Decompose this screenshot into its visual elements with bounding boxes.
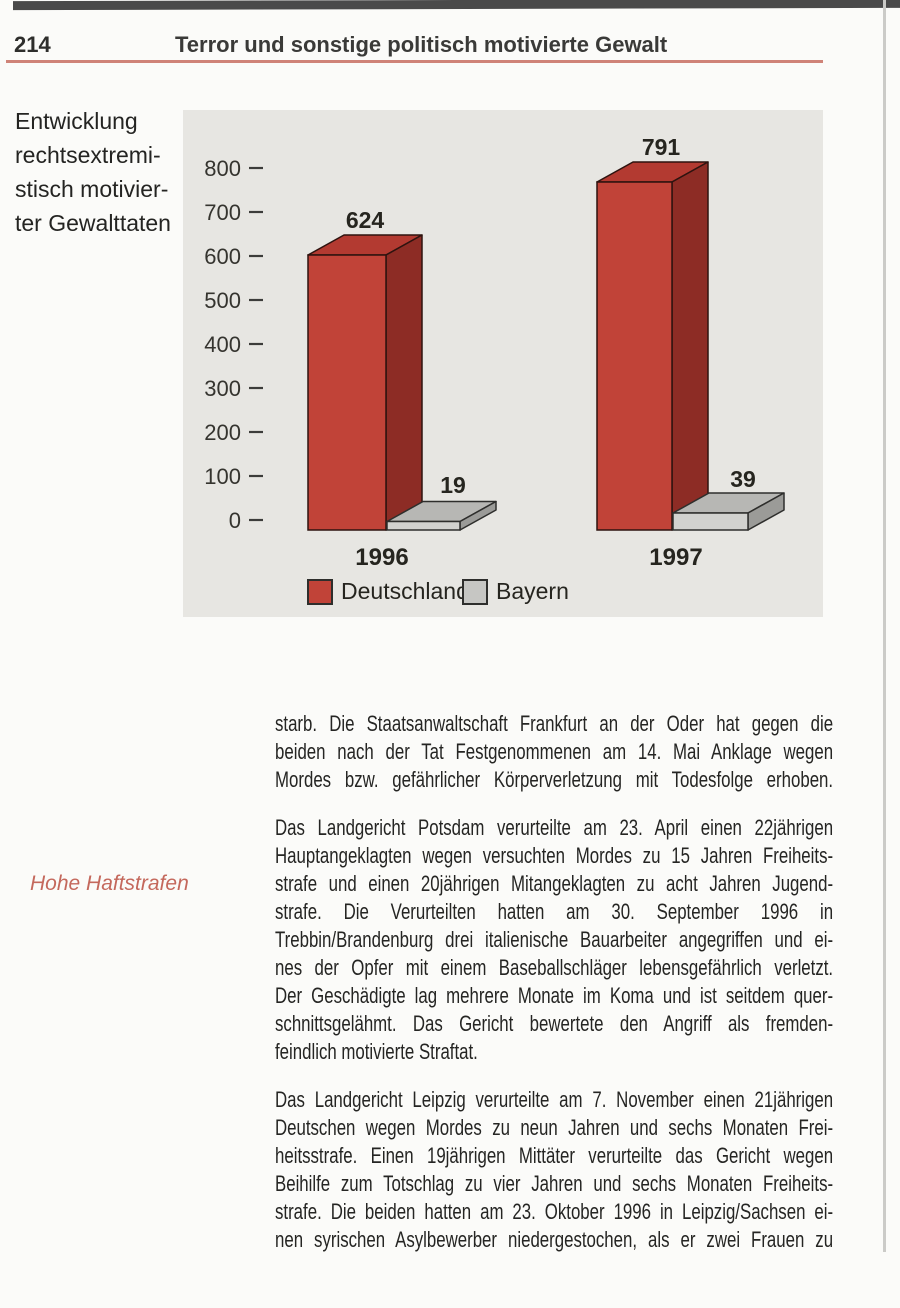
text-line: feindlich motivierte Straftat. [275,1039,478,1064]
chart-legend: Deutschland Bayern [307,578,569,605]
text-line: beiden nach der Tat Festgenommenen am 14… [275,739,834,764]
bar-bayern-1996 [386,500,497,531]
bar-front-face [596,181,673,531]
text-line: strafe und einen 20jährigen Mitangeklagt… [275,871,834,896]
legend-swatch-bayern [462,579,488,605]
page-edge-shadow [883,0,886,1252]
y-tick-label: 100 [204,464,241,489]
paragraph: starb. Die Staatsanwaltschaft Frankfurt … [275,710,833,794]
text-line: Hauptangeklagten wegen versuchten Mordes… [275,843,834,868]
x-label-1996: 1996 [355,544,408,571]
paragraph: Das Landgericht Potsdam verurteilte am 2… [275,814,833,1066]
text-line: Mordes bzw. gefährlicher Körperverletzun… [275,767,834,792]
margin-note: Hohe Haftstrafen [30,872,189,895]
value-label-deutschland-1996: 624 [346,207,385,233]
text-line: Trebbin/Brandenburg drei italienische Ba… [275,927,834,952]
y-tick-label: 300 [204,376,241,401]
text-line: Das Landgericht Potsdam verurteilte am 2… [275,815,834,840]
bar-side-face [671,161,709,531]
bar-deutschland-1996 [307,234,423,531]
y-tick-label: 200 [204,420,241,445]
bar-front-face [307,254,387,531]
y-tick-label: 0 [229,508,241,533]
y-tick-label: 800 [204,156,241,181]
value-label-deutschland-1997: 791 [642,134,681,160]
chart-title-line: ter Gewalttaten [15,210,171,236]
text-line: Beihilfe zum Totschlag zu vier Jahren un… [275,1171,834,1196]
legend-label-bayern: Bayern [496,578,569,604]
chart-title-line: Entwicklung [15,108,138,134]
text-line: schnittsgelähmt. Das Gericht bewertete d… [275,1011,834,1036]
y-tick-label: 600 [204,244,241,269]
legend-swatch-deutschland [307,579,333,605]
text-line: Das Landgericht Leipzig verurteilte am 7… [275,1087,834,1112]
text-line: strafe. Die Verurteilten hatten am 30. S… [275,899,834,924]
text-line: strafe. Die beiden hatten am 23. Oktober… [275,1199,834,1224]
bar-chart-panel: 800 700 600 500 400 300 200 100 0 [183,110,823,617]
y-tick-label: 700 [204,200,241,225]
text-line: Deutschen wegen Mordes zu neun Jahren un… [275,1115,834,1140]
text-line: nes der Opfer mit einem Baseballschläger… [275,955,834,980]
chart-sidebar-title: Entwicklung rechtsextremi- stisch motivi… [15,104,171,240]
y-tick-label: 500 [204,288,241,313]
bar-side-face [385,234,423,531]
text-line: heitsstrafe. Einen 19jährigen Mittäter v… [275,1143,834,1168]
bar-bayern-1997 [672,492,785,531]
bar-front-face [672,512,749,531]
chart-title-line: stisch motivier- [15,176,169,202]
text-line: nen syrischen Asylbewerber niedergestoch… [275,1227,834,1252]
bar-chart: 800 700 600 500 400 300 200 100 0 [204,134,785,605]
scan-artifact-top-bar [12,0,900,11]
running-header-title: Terror und sonstige politisch motivierte… [175,32,668,57]
x-label-1997: 1997 [649,544,702,571]
header-rule [6,60,823,63]
bar-front-face [386,520,461,531]
bar-deutschland-1997 [596,161,709,531]
value-label-bayern-1996: 19 [440,472,466,498]
chart-title-line: rechtsextremi- [15,142,161,168]
value-label-bayern-1997: 39 [730,466,756,492]
y-axis: 800 700 600 500 400 300 200 100 0 [204,156,263,533]
legend-label-deutschland: Deutschland [341,578,469,604]
y-tick-label: 400 [204,332,241,357]
paragraph: Das Landgericht Leipzig verurteilte am 7… [275,1086,833,1254]
text-line: starb. Die Staatsanwaltschaft Frankfurt … [275,711,834,736]
text-line: Der Geschädigte lag mehrere Monate im Ko… [275,983,834,1008]
page-number: 214 [14,32,51,57]
